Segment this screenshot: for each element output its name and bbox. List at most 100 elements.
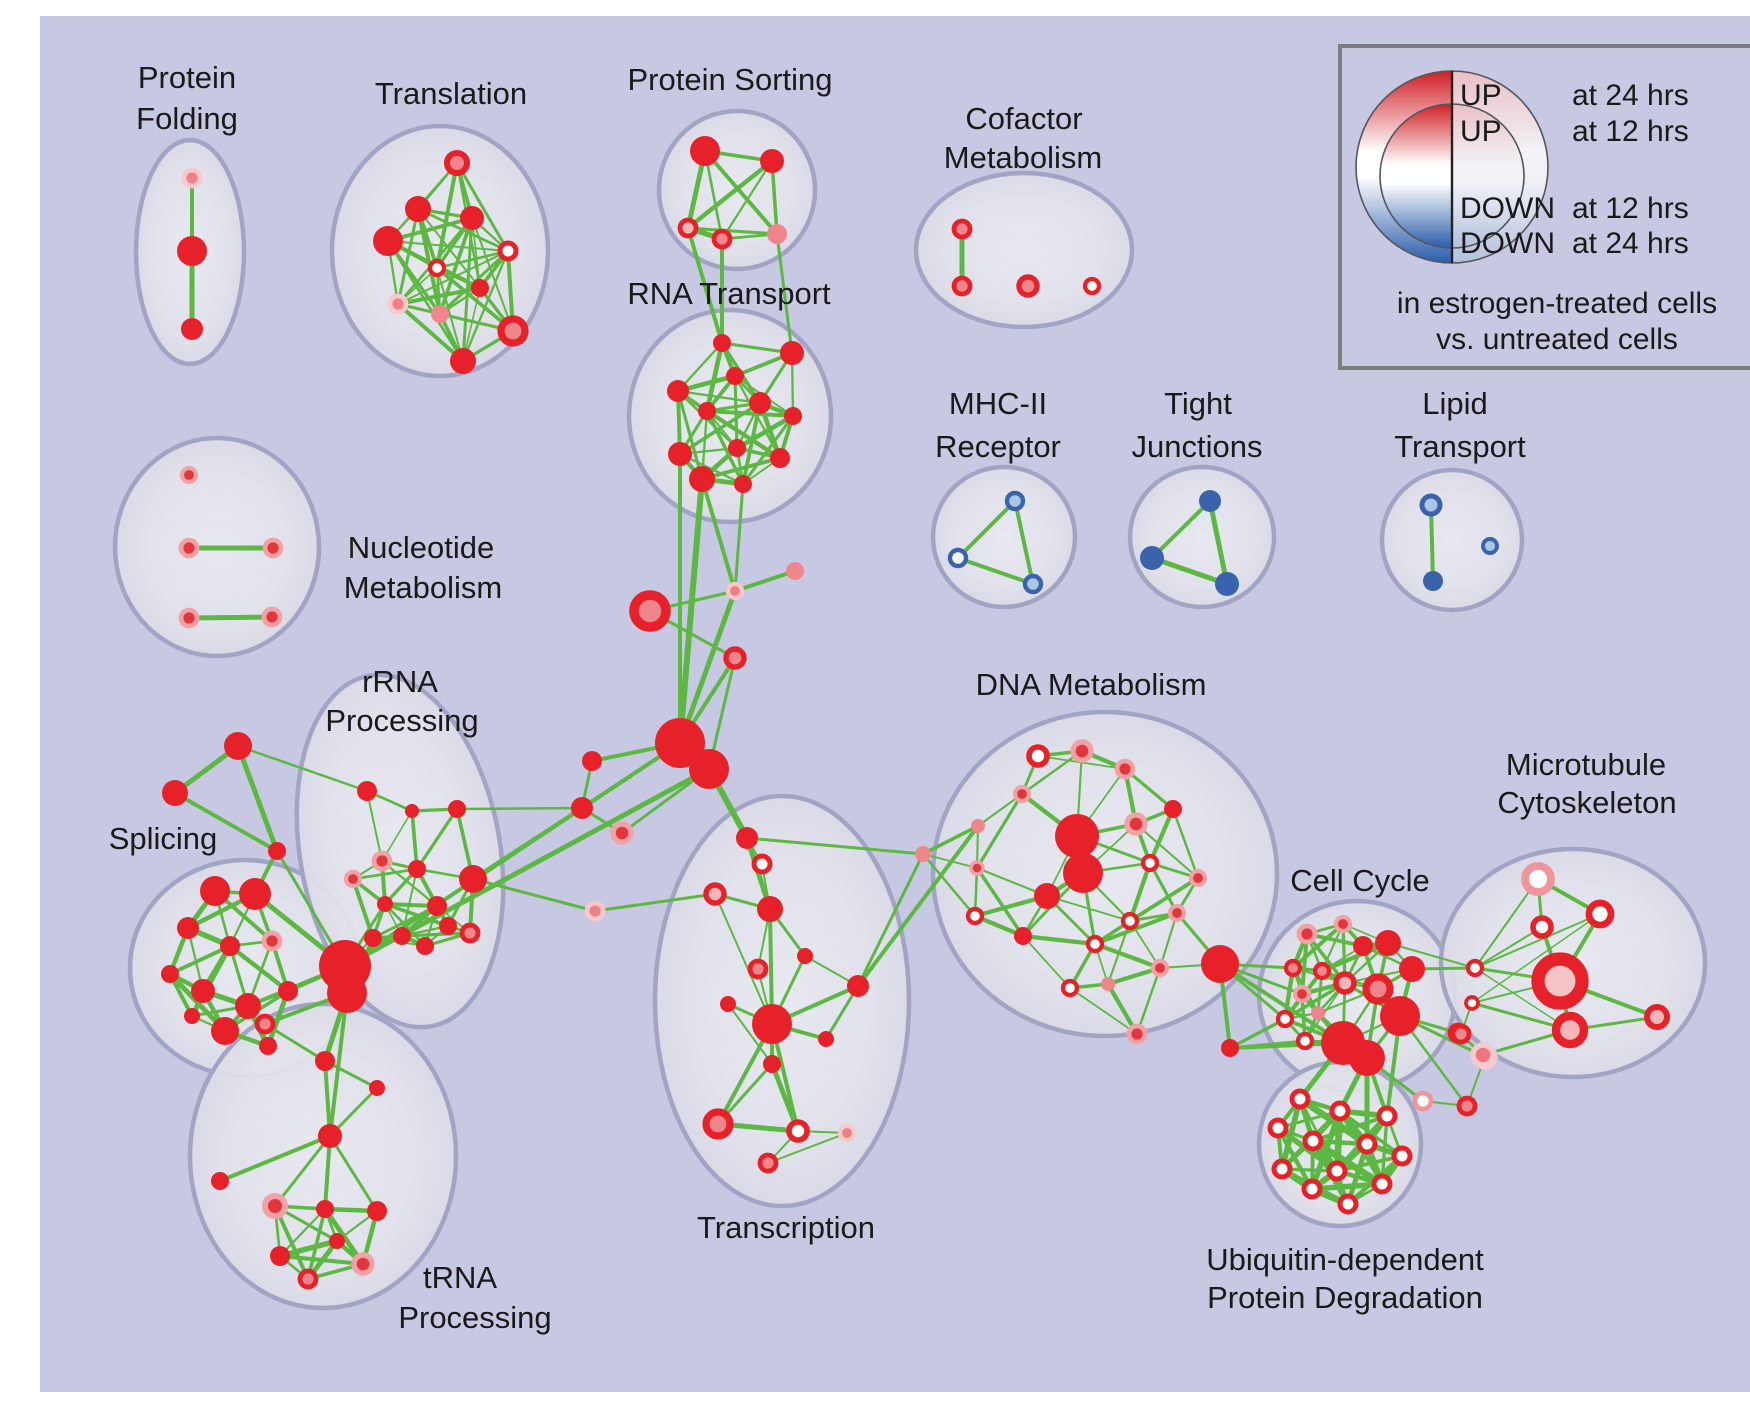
cluster-label-cofactor-metabolism-0: Cofactor — [965, 101, 1082, 136]
cluster-label-rna-transport-0: RNA Transport — [627, 276, 831, 311]
legend-entry-time-2: at 12 hrs — [1572, 192, 1689, 225]
node-lt2 — [1481, 537, 1499, 555]
edge-rr10-rr13 — [400, 931, 472, 938]
node-dm10 — [1034, 883, 1060, 909]
node-h6 — [329, 1233, 345, 1249]
cluster-label-microtubule-cytoskeleton-0: Microtubule — [1506, 747, 1666, 782]
node-s2 — [571, 797, 593, 819]
node-rt5 — [698, 402, 716, 420]
cluster-label-trna-processing-0: tRNA — [423, 1260, 497, 1295]
edge-n3-n4 — [186, 614, 275, 621]
edge-dm2-dm4 — [1123, 767, 1175, 811]
node-ub3 — [1267, 1117, 1289, 1139]
node-dm7 — [969, 860, 985, 876]
legend-entry-direction-0: UP — [1460, 79, 1502, 112]
edge-dm15-dm17 — [1093, 911, 1179, 946]
edge-dm17-dm18 — [1092, 941, 1163, 971]
node-ps1 — [760, 149, 784, 173]
node-ub9 — [1371, 1173, 1393, 1195]
edge-dm20-dm22 — [1069, 987, 1138, 1035]
node-tx3 — [757, 896, 783, 922]
node-m0 — [1004, 490, 1026, 512]
edge-rr4-rr5 — [351, 867, 419, 881]
node-pf1 — [177, 236, 207, 266]
node-dm20 — [1060, 978, 1080, 998]
node-tj1 — [1140, 546, 1164, 570]
node-ub2 — [1376, 1105, 1398, 1127]
edge-rr2-rr5 — [415, 807, 459, 871]
node-hub1 — [689, 749, 729, 789]
node-ub0 — [1289, 1088, 1311, 1110]
node-dmc — [915, 846, 931, 862]
node-tx10 — [763, 1055, 781, 1073]
node-tri0 — [224, 732, 252, 760]
node-cf0 — [951, 218, 973, 240]
node-mt8 — [1450, 1023, 1472, 1045]
node-dm5 — [1124, 812, 1148, 836]
node-t7 — [387, 293, 409, 315]
edge-rt3-rt10 — [676, 389, 704, 481]
edge-m0-m2 — [1013, 499, 1035, 586]
edge-tx10-tx12 — [769, 1061, 801, 1134]
node-sp8 — [278, 981, 298, 1001]
node-sp6 — [191, 979, 215, 1003]
node-ps3 — [711, 228, 733, 250]
node-h2 — [367, 1201, 387, 1221]
cluster-ellipse-tight-junctions — [1127, 464, 1277, 610]
edge-cc17-mt0 — [1474, 878, 1539, 969]
edge-rt6-rt11 — [741, 414, 795, 486]
edge-dmc-dm13 — [921, 852, 977, 918]
node-sp3 — [220, 936, 240, 956]
node-tn2 — [369, 1080, 385, 1096]
node-pf0 — [181, 167, 203, 189]
legend-footer-1: vs. untreated cells — [1436, 323, 1678, 356]
node-cc0 — [1296, 923, 1318, 945]
node-sp1 — [239, 878, 271, 910]
node-tnc — [318, 1124, 342, 1148]
cluster-label-rrna-processing-0: rRNA — [362, 664, 438, 699]
node-cc13 — [1295, 1031, 1315, 1051]
node-rt6 — [784, 407, 802, 425]
node-cc15 — [1349, 1040, 1385, 1076]
node-cf3 — [1082, 276, 1102, 296]
node-n3 — [178, 607, 200, 629]
node-tri2 — [268, 842, 286, 860]
node-dm3 — [1012, 784, 1032, 804]
node-tx2 — [703, 882, 727, 906]
edge-connp-rr8 — [471, 877, 597, 913]
edge-tj0-tj1 — [1150, 499, 1212, 560]
cluster-label-lipid-transport-1: Transport — [1394, 429, 1526, 464]
node-sp2 — [177, 917, 199, 939]
edge-tri0-tri2 — [235, 743, 280, 854]
node-rt3 — [667, 380, 689, 402]
node-lt0 — [1419, 493, 1443, 517]
node-rrh2 — [327, 973, 367, 1013]
node-ub10 — [1301, 1178, 1323, 1200]
node-dm0 — [1026, 744, 1050, 768]
edge-tx0-dmc — [745, 836, 925, 856]
edge-ps2-ps4 — [686, 226, 779, 236]
cluster-label-ubiquitin-degradation-1: Protein Degradation — [1207, 1280, 1483, 1315]
node-sp5 — [161, 965, 179, 983]
cluster-label-lipid-transport-0: Lipid — [1422, 386, 1488, 421]
node-n1 — [178, 537, 200, 559]
node-ub11 — [1337, 1193, 1359, 1215]
node-rt4 — [749, 392, 771, 414]
node-hub0 — [655, 718, 705, 768]
edge-cc18-mt1 — [1471, 913, 1601, 1004]
node-rr0 — [357, 781, 377, 801]
node-dm17 — [1085, 934, 1105, 954]
cluster-label-protein-folding-1: Folding — [136, 101, 238, 136]
edge-cc17-mt2 — [1474, 926, 1543, 969]
node-rr4 — [343, 869, 363, 889]
cluster-label-nucleotide-metabolism-1: Metabolism — [344, 570, 503, 605]
node-rr5 — [408, 860, 426, 878]
node-tx0 — [736, 827, 758, 849]
edge-tj1-tj2 — [1149, 555, 1230, 587]
edge-cc17-mt1 — [1474, 913, 1601, 969]
node-tj0 — [1199, 490, 1221, 512]
node-rr6 — [377, 896, 393, 912]
node-dm6 — [971, 819, 985, 833]
node-cc3 — [1375, 930, 1401, 956]
node-dm19 — [1201, 945, 1239, 983]
